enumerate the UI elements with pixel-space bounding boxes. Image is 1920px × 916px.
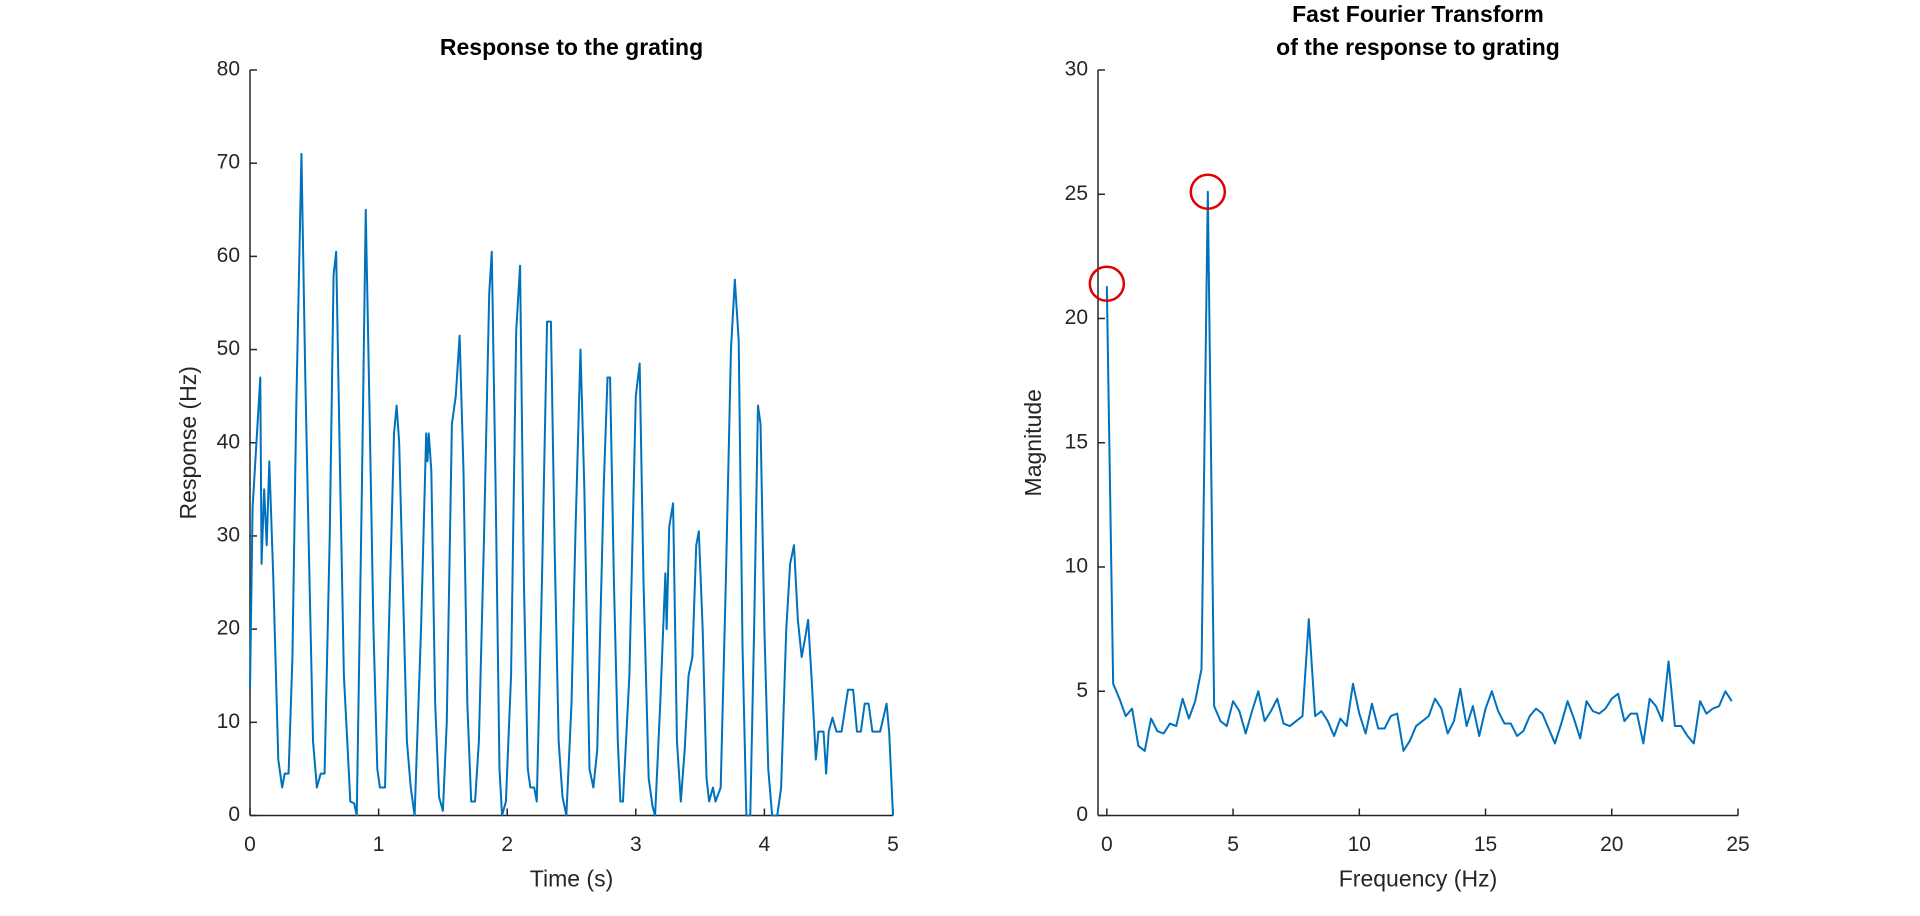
y-tick-label: 60 — [217, 244, 240, 267]
y-tick-label: 5 — [1076, 679, 1088, 702]
x-tick-label: 3 — [630, 833, 642, 856]
y-axis-label: Magnitude — [1020, 389, 1046, 496]
data-line — [249, 152, 894, 817]
y-tick-label: 80 — [217, 58, 240, 81]
chart-title: Response to the grating — [440, 34, 703, 60]
x-tick-label: 25 — [1726, 833, 1749, 856]
x-tick-label: 0 — [244, 833, 256, 856]
y-tick-label: 15 — [1065, 430, 1088, 453]
x-axis-label: Frequency (Hz) — [1339, 866, 1497, 892]
chart-title: Fast Fourier Transform — [1292, 1, 1544, 27]
y-tick-label: 10 — [1065, 555, 1088, 578]
y-tick-label: 30 — [217, 523, 240, 546]
y-tick-label: 25 — [1065, 182, 1088, 205]
chart-title: of the response to grating — [1276, 34, 1560, 60]
y-tick-label: 70 — [217, 151, 240, 174]
peak-marker — [1189, 173, 1227, 211]
y-tick-label: 0 — [228, 803, 240, 826]
y-tick-label: 0 — [1076, 803, 1088, 826]
x-tick-label: 4 — [759, 833, 771, 856]
y-tick-label: 40 — [217, 430, 240, 453]
y-axis-label: Response (Hz) — [175, 366, 201, 519]
peak-marker — [1088, 265, 1126, 302]
y-tick-label: 20 — [1065, 306, 1088, 329]
x-axis-label: Time (s) — [530, 866, 613, 892]
x-tick-label: 15 — [1474, 833, 1497, 856]
y-tick-label: 20 — [217, 617, 240, 640]
y-tick-label: 30 — [1065, 58, 1088, 81]
data-line — [1105, 190, 1733, 752]
x-tick-label: 10 — [1348, 833, 1371, 856]
x-tick-label: 5 — [1227, 833, 1239, 856]
y-tick-label: 50 — [217, 337, 240, 360]
x-tick-label: 1 — [373, 833, 385, 856]
x-tick-label: 5 — [887, 833, 899, 856]
x-tick-label: 2 — [501, 833, 513, 856]
x-tick-label: 20 — [1600, 833, 1623, 856]
x-tick-label: 0 — [1101, 833, 1113, 856]
y-tick-label: 10 — [217, 710, 240, 733]
